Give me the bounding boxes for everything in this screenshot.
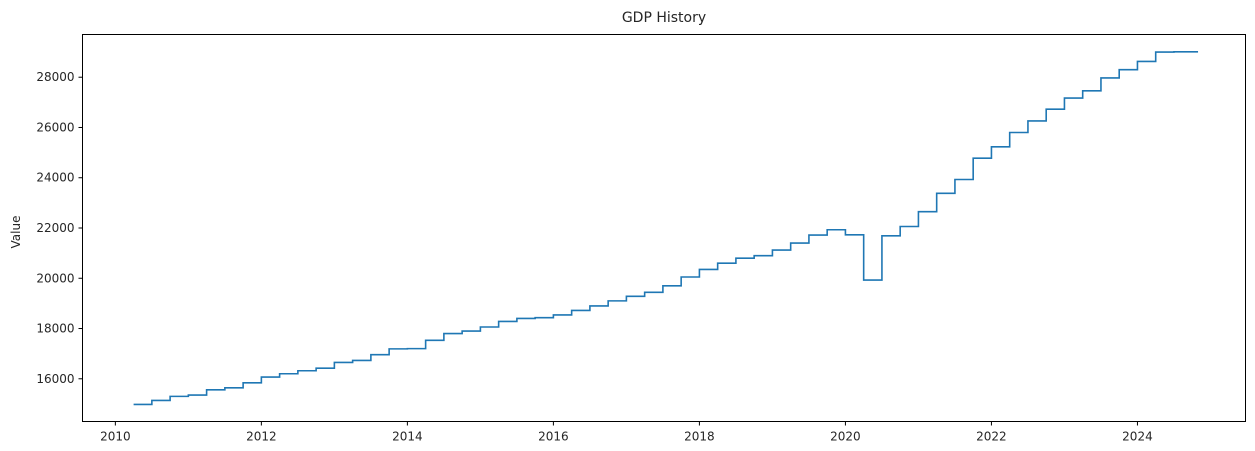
y-axis-label: Value xyxy=(9,216,23,249)
y-tick-label: 28000 xyxy=(36,70,74,84)
y-tick-label: 26000 xyxy=(36,120,74,134)
x-tick-label: 2012 xyxy=(246,430,277,444)
x-tick-label: 2010 xyxy=(100,430,131,444)
y-tick-label: 18000 xyxy=(36,322,74,336)
y-tick-label: 20000 xyxy=(36,271,74,285)
y-tick-label: 24000 xyxy=(36,171,74,185)
x-tick-label: 2014 xyxy=(392,430,423,444)
x-tick-label: 2020 xyxy=(830,430,861,444)
x-tick-label: 2022 xyxy=(976,430,1007,444)
y-tick-label: 22000 xyxy=(36,221,74,235)
y-tick-label: 16000 xyxy=(36,372,74,386)
x-axis: 2010 2012 2014 2016 2018 2020 2022 2024 xyxy=(100,421,1153,444)
plot-area xyxy=(133,51,1199,406)
x-tick-label: 2024 xyxy=(1122,430,1153,444)
gdp-step-line xyxy=(133,51,1199,406)
plot-frame xyxy=(82,34,1246,422)
y-axis: 16000 18000 20000 22000 24000 26000 28000 xyxy=(36,70,83,386)
chart-title: GDP History xyxy=(622,10,706,26)
x-tick-label: 2018 xyxy=(684,430,715,444)
x-tick-label: 2016 xyxy=(538,430,569,444)
